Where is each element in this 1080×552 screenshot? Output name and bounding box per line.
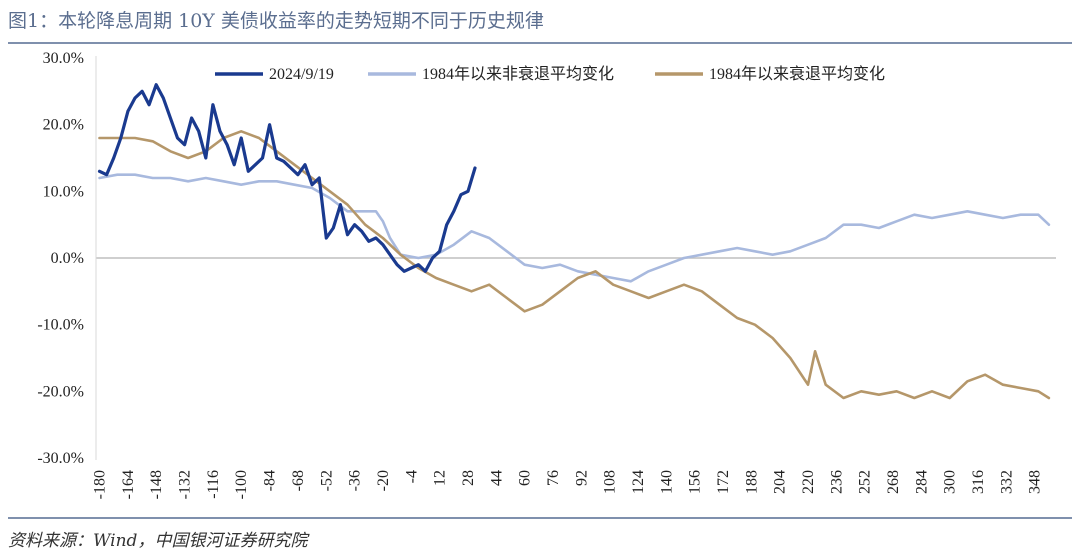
x-tick-label: 316 [970,470,987,494]
bottom-rule [8,517,1072,519]
legend-label-1: 1984年以来非衰退平均变化 [422,65,614,83]
x-tick-label: 236 [828,470,845,494]
y-tick-label: 0.0% [51,250,84,267]
chart-svg: 30.0% 20.0% 10.0% 0.0% -10.0% -20.0% -30.0% -1… [37,50,1056,499]
x-tick-label: 12 [432,470,449,486]
x-tick-label: 124 [630,470,647,494]
axes [95,56,1056,460]
x-tick-label: 268 [885,470,902,494]
y-tick-label: 20.0% [43,117,84,134]
legend-label-0: 2024/9/19 [269,66,334,83]
top-rule [8,42,1072,44]
x-tick-label: 44 [488,470,505,486]
legend-label-2: 1984年以来衰退平均变化 [709,65,885,83]
x-tick-label: 252 [857,470,874,494]
legend: 2024/9/19 1984年以来非衰退平均变化 1984年以来衰退平均变化 [215,65,885,83]
x-tick-label: 300 [942,470,959,494]
x-tick-label: -116 [205,470,222,499]
y-tick-label: -20.0% [37,383,84,400]
x-tick-label: 172 [715,470,732,494]
series-line-2 [98,130,1051,400]
y-tick-labels: 30.0% 20.0% 10.0% 0.0% -10.0% -20.0% -30.0% [37,50,84,467]
x-tick-label: 204 [772,470,789,494]
x-tick-label: 108 [602,470,619,494]
y-tick-label: 10.0% [43,183,84,200]
x-tick-label: 156 [687,470,704,494]
x-tick-label: 60 [517,470,534,486]
x-tick-label: -84 [262,470,279,491]
series-line-1 [98,173,1051,283]
series-lines [97,83,1051,400]
x-tick-labels: -180 -164 -148 -132 -116 -100 -84 -68 -52 -36 -20-… [92,470,1044,499]
x-tick-label: -52 [318,470,335,491]
y-tick-label: -30.0% [37,450,84,467]
x-tick-label: -148 [148,470,165,499]
x-tick-label: 28 [460,470,477,486]
x-tick-label: -68 [290,470,307,491]
x-tick-label: -4 [403,470,420,483]
source-note: 资料来源：Wind，中国银河证券研究院 [8,531,308,551]
x-tick-label: -132 [177,470,194,499]
x-tick-label: -164 [120,470,137,499]
x-tick-label: 348 [1027,470,1044,494]
x-tick-label: -180 [92,470,109,499]
chart-title: 图1：本轮降息周期 10Y 美债收益率的走势短期不同于历史规律 [8,10,544,32]
x-tick-label: 76 [545,470,562,486]
series-line-0 [97,83,477,273]
x-tick-label: 140 [658,470,675,494]
x-tick-label: -36 [347,470,364,491]
x-tick-label: 332 [998,470,1015,494]
x-tick-label: -20 [375,470,392,491]
x-tick-label: 92 [573,470,590,486]
x-tick-label: 284 [913,470,930,494]
x-tick-label: 188 [743,470,760,494]
y-tick-label: -10.0% [37,317,84,334]
y-tick-label: 30.0% [43,50,84,67]
x-tick-label: -100 [233,470,250,499]
x-tick-label: 220 [800,470,817,494]
